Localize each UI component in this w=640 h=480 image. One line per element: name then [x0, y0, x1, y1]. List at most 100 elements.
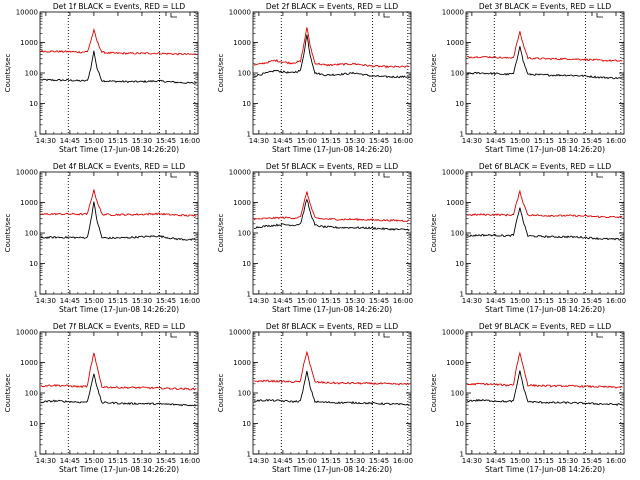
y-tick-label: 1 [247, 451, 251, 459]
y-axis-label: Counts/sec [4, 214, 12, 253]
y-axis-label: Counts/sec [430, 214, 438, 253]
y-tick-label: 10000 [442, 329, 464, 337]
x-tick-label: 14:30 [36, 297, 56, 305]
x-tick-label: 14:45 [486, 297, 506, 305]
x-tick-label: 16:00 [393, 457, 413, 465]
y-axis-label: Counts/sec [4, 54, 12, 93]
plot-frame [39, 331, 199, 455]
series-line-events [40, 50, 197, 85]
x-tick-label: 15:15 [321, 297, 341, 305]
x-tick-label: 16:00 [393, 137, 413, 145]
detector-chart-8: Det 8f BLACK = Events, RED = LLD 1 10 100 10… [217, 322, 413, 474]
x-tick-label: 15:45 [369, 137, 389, 145]
y-tick-label: 1000 [20, 199, 38, 207]
y-tick-label: 10000 [16, 329, 38, 337]
x-tick-label: 16:00 [606, 457, 626, 465]
series-line-events [466, 46, 623, 80]
corner-marker [170, 13, 177, 18]
y-tick-label: 10 [455, 100, 464, 108]
x-tick-label: 14:30 [249, 297, 269, 305]
x-tick-label: 16:00 [606, 137, 626, 145]
x-tick-label: 15:30 [345, 137, 365, 145]
y-tick-label: 10000 [442, 9, 464, 17]
x-tick-label: 15:15 [534, 297, 554, 305]
x-tick-label: 15:30 [345, 297, 365, 305]
y-tick-label: 1 [247, 131, 251, 139]
y-tick-label: 10000 [442, 169, 464, 177]
series-line-events [41, 201, 197, 241]
detector-chart-5: Det 5f BLACK = Events, RED = LLD 1 10 100 10… [217, 162, 413, 314]
y-tick-label: 100 [25, 230, 38, 238]
x-tick-label: 14:45 [273, 297, 293, 305]
detector-chart-7: Det 7f BLACK = Events, RED = LLD 1 10 100 10… [4, 322, 200, 474]
y-tick-label: 10 [29, 420, 38, 428]
plot-frame [39, 11, 199, 135]
chart-title: Det 5f BLACK = Events, RED = LLD [266, 162, 399, 171]
y-tick-label: 100 [238, 230, 251, 238]
plot-frame [252, 171, 412, 295]
x-axis-label: Start Time (17-Jun-08 14:26:20) [485, 305, 605, 314]
x-axis-label: Start Time (17-Jun-08 14:26:20) [272, 465, 392, 474]
x-tick-label: 14:30 [462, 137, 482, 145]
chart-title: Det 3f BLACK = Events, RED = LLD [479, 2, 612, 11]
x-tick-label: 15:15 [321, 457, 341, 465]
chart-title: Det 9f BLACK = Events, RED = LLD [479, 322, 612, 331]
y-tick-label: 10 [455, 260, 464, 268]
y-tick-label: 1 [460, 291, 464, 299]
x-tick-label: 15:00 [297, 137, 317, 145]
y-tick-label: 10 [455, 420, 464, 428]
y-tick-label: 1000 [233, 199, 251, 207]
x-axis-label: Start Time (17-Jun-08 14:26:20) [59, 465, 179, 474]
y-axis-label: Counts/sec [4, 374, 12, 413]
x-tick-label: 14:30 [36, 137, 56, 145]
x-tick-label: 15:45 [369, 457, 389, 465]
y-tick-label: 100 [451, 70, 464, 78]
x-tick-label: 14:30 [462, 297, 482, 305]
plot-frame [39, 171, 199, 295]
y-tick-label: 10 [29, 100, 38, 108]
series-line-lld [467, 351, 623, 389]
x-tick-label: 15:45 [156, 297, 176, 305]
x-tick-label: 15:45 [156, 457, 176, 465]
detector-chart-3: Det 3f BLACK = Events, RED = LLD 1 10 100 10… [430, 2, 626, 154]
plot-frame [252, 331, 412, 455]
corner-marker [596, 13, 603, 18]
y-tick-label: 10000 [16, 169, 38, 177]
x-tick-label: 15:15 [534, 457, 554, 465]
x-tick-label: 14:45 [60, 297, 80, 305]
x-axis-label: Start Time (17-Jun-08 14:26:20) [272, 145, 392, 154]
series-line-events [254, 34, 410, 79]
y-axis-label: Counts/sec [217, 374, 225, 413]
chart-title: Det 1f BLACK = Events, RED = LLD [53, 2, 186, 11]
y-tick-label: 100 [25, 70, 38, 78]
x-tick-label: 15:45 [582, 457, 602, 465]
x-tick-label: 15:30 [132, 457, 152, 465]
x-tick-label: 14:45 [273, 457, 293, 465]
x-tick-label: 15:15 [321, 137, 341, 145]
x-tick-label: 15:30 [345, 457, 365, 465]
x-tick-label: 15:00 [510, 137, 530, 145]
y-tick-label: 100 [238, 390, 251, 398]
chart-title: Det 6f BLACK = Events, RED = LLD [479, 162, 612, 171]
x-tick-label: 16:00 [180, 297, 200, 305]
y-tick-label: 1000 [233, 359, 251, 367]
y-tick-label: 10000 [229, 329, 251, 337]
y-tick-label: 1000 [233, 39, 251, 47]
y-axis-label: Counts/sec [430, 54, 438, 93]
y-tick-label: 10 [242, 100, 251, 108]
y-tick-label: 1 [460, 451, 464, 459]
x-tick-label: 15:00 [84, 457, 104, 465]
y-tick-label: 100 [25, 390, 38, 398]
plot-frame [252, 11, 412, 135]
corner-marker [383, 13, 390, 18]
chart-title: Det 8f BLACK = Events, RED = LLD [266, 322, 399, 331]
x-tick-label: 16:00 [180, 137, 200, 145]
series-line-events [253, 370, 410, 406]
x-tick-label: 15:00 [84, 137, 104, 145]
x-tick-label: 15:30 [132, 137, 152, 145]
detector-chart-6: Det 6f BLACK = Events, RED = LLD 1 10 100 10… [430, 162, 626, 314]
x-tick-label: 15:45 [582, 297, 602, 305]
series-line-events [254, 198, 410, 232]
y-tick-label: 1000 [20, 359, 38, 367]
x-tick-label: 15:30 [558, 297, 578, 305]
